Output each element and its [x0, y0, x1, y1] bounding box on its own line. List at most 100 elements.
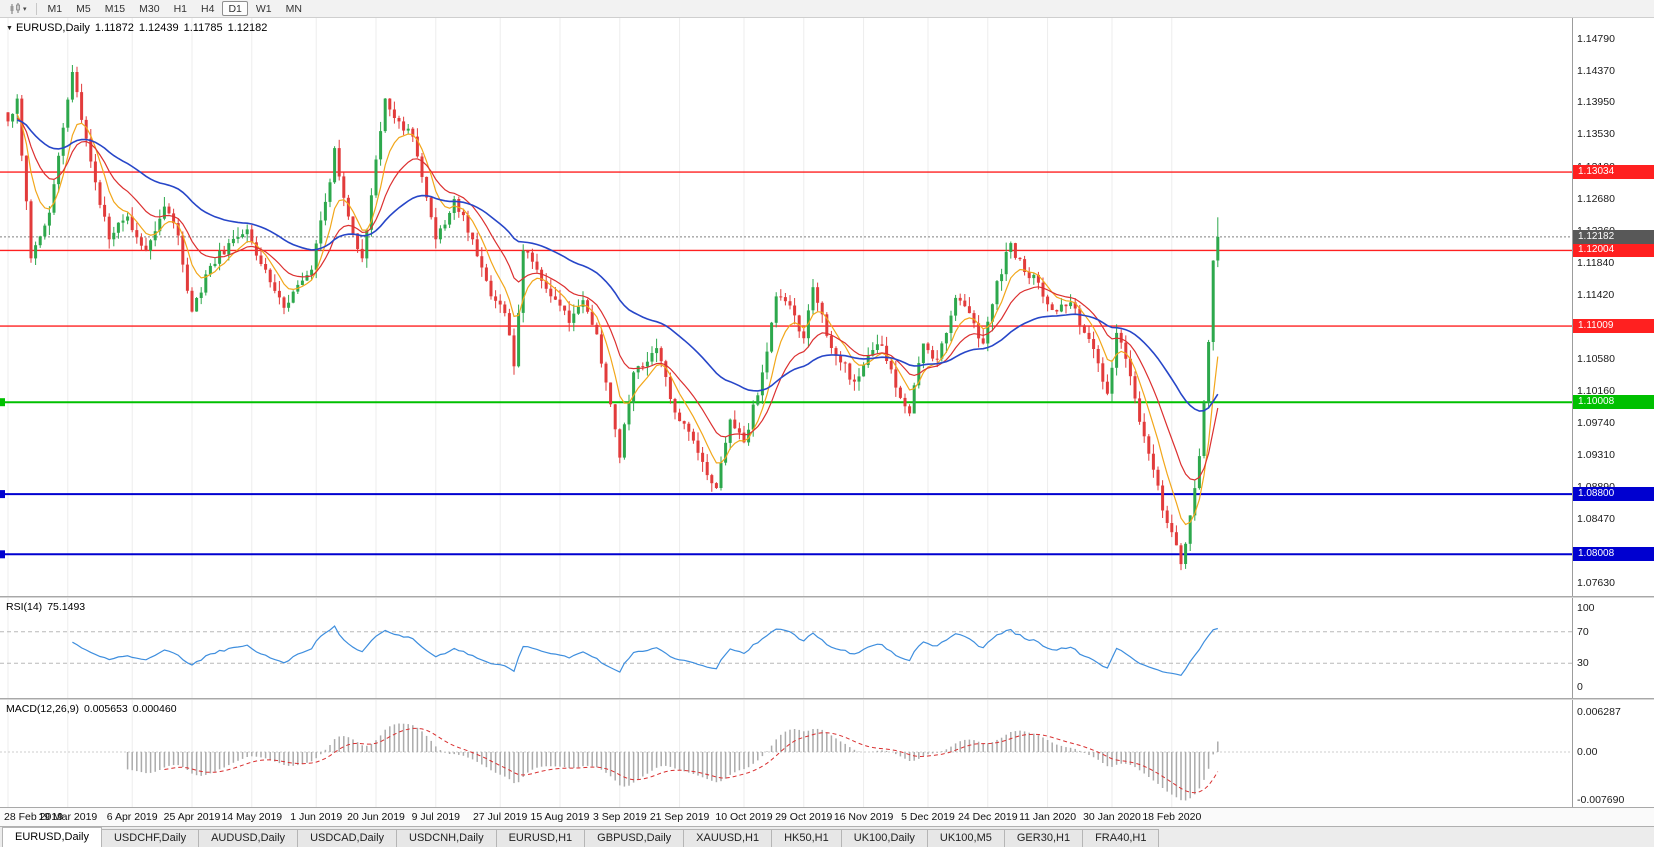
price-axis-label: 1.10160: [1577, 384, 1615, 397]
tab-usdchf-daily[interactable]: USDCHF,Daily: [100, 829, 200, 847]
price-axis-label: 1.09740: [1577, 416, 1615, 429]
date-axis-label: 18 Feb 2020: [1142, 811, 1202, 823]
price-axis-label: 1.08470: [1577, 513, 1615, 526]
tf-button-h1[interactable]: H1: [173, 3, 188, 15]
tf-button-h4[interactable]: H4: [201, 3, 215, 15]
macd-main-value: 0.005653: [83, 703, 128, 715]
time-axis[interactable]: 28 Feb 2019 19 Mar 2019 6 Apr 2019 25 Apr 2…: [0, 808, 1654, 826]
level-price-tag: 1.12004: [1573, 243, 1654, 258]
date-axis-label: 5 Dec 2019: [901, 811, 955, 823]
chart-ohlc-header: ▼ EURUSD,Daily 1.11872 1.12439 1.11785 1.1218…: [6, 22, 267, 34]
macd-axis-label: 0.006287: [1577, 705, 1621, 718]
date-axis-label: 24 Dec 2019: [958, 811, 1018, 823]
date-axis-label: 9 Jul 2019: [411, 811, 461, 823]
macd-chart-canvas[interactable]: [0, 700, 1654, 807]
rsi-axis-label: 100: [1577, 602, 1595, 614]
date-axis-label: 28 Feb 2019: [4, 811, 63, 823]
rsi-chart-canvas[interactable]: [0, 598, 1654, 698]
tab-usdcnh-daily[interactable]: USDCNH,Daily: [396, 829, 497, 847]
tab-hk50-h1[interactable]: HK50,H1: [771, 829, 842, 847]
date-axis-label: 10 Oct 2019: [715, 811, 773, 823]
last-price-tag: 1.12182: [1573, 229, 1654, 244]
date-axis-label: 11 Jan 2020: [1019, 811, 1077, 823]
toolbar-separator: [35, 2, 37, 15]
date-axis-label: 1 Jun 2019: [290, 811, 343, 823]
level-price-tag: 1.11009: [1573, 319, 1654, 334]
tab-usdcad-daily[interactable]: USDCAD,Daily: [297, 829, 398, 847]
chart-symbol-label: EURUSD,Daily: [15, 22, 90, 34]
date-axis-label: 16 Nov 2019: [833, 811, 894, 823]
tf-button-w1[interactable]: W1: [255, 3, 272, 15]
tf-button-m15[interactable]: M15: [104, 3, 126, 15]
date-axis-label: 25 Apr 2019: [163, 811, 221, 823]
chart-tabs-bar: EURUSD,Daily USDCHF,Daily AUDUSD,Daily USDC…: [0, 826, 1654, 847]
date-axis-label: 6 Apr 2019: [106, 811, 158, 823]
price-axis-label: 1.11840: [1577, 256, 1615, 269]
rsi-value: 75.1493: [47, 601, 86, 613]
date-axis-label: 30 Jan 2020: [1083, 811, 1141, 823]
price-axis-label: 1.13530: [1577, 128, 1615, 141]
price-axis-label: 1.12680: [1577, 193, 1615, 205]
rsi-axis-label: 70: [1577, 625, 1589, 638]
rsi-label: RSI(14): [6, 601, 43, 613]
tab-gbpusd-daily[interactable]: GBPUSD,Daily: [584, 829, 685, 847]
level-price-tag: 1.13034: [1573, 165, 1654, 180]
level-price-tag: 1.10008: [1573, 395, 1654, 410]
chart-type-icon[interactable]: ▾: [4, 1, 31, 17]
panel-splitter[interactable]: [0, 698, 1654, 700]
tf-button-mn[interactable]: MN: [285, 3, 302, 15]
rsi-panel: RSI(14) 75.1493 100 70 30 0: [0, 598, 1654, 698]
tf-button-m1[interactable]: M1: [47, 3, 63, 15]
date-axis-label: 29 Oct 2019: [775, 811, 833, 823]
main-chart-panel: ▼ EURUSD,Daily 1.11872 1.12439 1.11785 1.1218…: [0, 18, 1654, 596]
price-axis-label: 1.14790: [1577, 32, 1615, 45]
rsi-header: RSI(14) 75.1493: [6, 601, 85, 613]
price-axis-label: 1.10580: [1577, 352, 1615, 365]
date-axis-label: 15 Aug 2019: [530, 811, 590, 823]
date-axis-label: 19 Mar 2019: [38, 811, 98, 823]
open-value: 1.11872: [94, 22, 134, 34]
tab-audusd-daily[interactable]: AUDUSD,Daily: [198, 829, 299, 847]
price-axis-label: 1.07630: [1577, 577, 1615, 590]
tab-eurusd-daily[interactable]: EURUSD,Daily: [2, 827, 102, 847]
tf-button-m5[interactable]: M5: [76, 3, 91, 15]
price-axis-label: 1.14370: [1577, 64, 1615, 77]
price-axis-label: 1.09310: [1577, 449, 1615, 462]
date-axis-label: 20 Jun 2019: [347, 811, 405, 823]
tab-eurusd-h1[interactable]: EURUSD,H1: [495, 829, 586, 847]
date-axis-label: 3 Sep 2019: [592, 811, 647, 823]
macd-label: MACD(12,26,9): [6, 703, 79, 715]
level-price-tag: 1.08008: [1573, 547, 1654, 562]
macd-header: MACD(12,26,9) 0.005653 0.000460: [6, 703, 177, 715]
rsi-axis-label: 0: [1577, 681, 1583, 693]
panel-splitter: [0, 807, 1654, 808]
timeframe-toolbar: ▾ M1 M5 M15 M30 H1 H4 D1 W1 MN: [0, 0, 1654, 18]
macd-signal-value: 0.000460: [132, 703, 177, 715]
high-value: 1.12439: [138, 22, 179, 34]
macd-axis-label: -0.007690: [1577, 794, 1625, 806]
tab-uk100-m5[interactable]: UK100,M5: [926, 829, 1005, 847]
close-value: 1.12182: [227, 22, 268, 34]
tab-uk100-daily[interactable]: UK100,Daily: [840, 829, 928, 847]
date-axis-label: 21 Sep 2019: [649, 811, 710, 823]
candlestick-glyph-icon: [10, 2, 20, 14]
dropdown-caret-icon: ▾: [23, 5, 27, 13]
symbol-marker-icon: ▼: [6, 25, 13, 32]
panel-splitter[interactable]: [0, 596, 1654, 598]
date-axis-label: 27 Jul 2019: [473, 811, 528, 823]
tab-fra40-h1[interactable]: FRA40,H1: [1082, 829, 1160, 847]
rsi-axis-label: 30: [1577, 657, 1589, 670]
tab-xauusd-h1[interactable]: XAUUSD,H1: [683, 829, 773, 847]
level-price-tag: 1.08800: [1573, 487, 1654, 502]
low-value: 1.11785: [183, 22, 223, 34]
tf-button-m30[interactable]: M30: [139, 3, 160, 15]
main-chart-canvas[interactable]: [0, 18, 1654, 596]
tf-button-d1[interactable]: D1: [222, 1, 248, 16]
timeframe-buttons-group: M1 M5 M15 M30 H1 H4 D1 W1 MN: [42, 1, 310, 16]
macd-panel: MACD(12,26,9) 0.005653 0.000460 0.006287 0.…: [0, 700, 1654, 807]
tab-ger30-h1[interactable]: GER30,H1: [1003, 829, 1084, 847]
date-axis-label: 14 May 2019: [221, 811, 283, 823]
macd-axis-label: 0.00: [1577, 746, 1598, 758]
price-axis-label: 1.11420: [1577, 288, 1615, 301]
